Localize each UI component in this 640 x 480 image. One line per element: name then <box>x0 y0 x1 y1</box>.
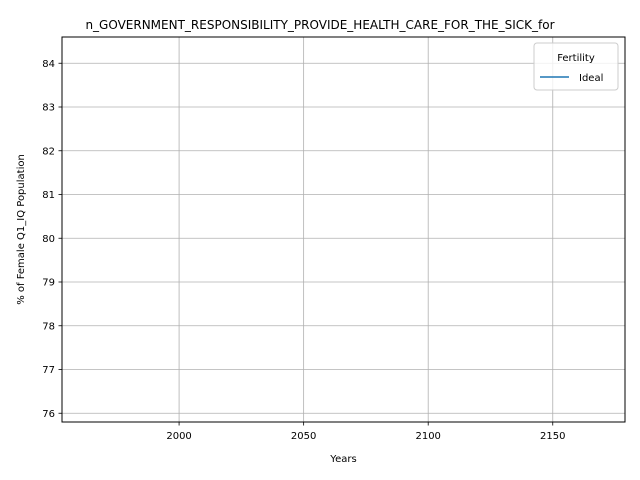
legend-title: Fertility <box>557 53 595 64</box>
x-tick-label: 2100 <box>415 431 440 442</box>
legend: Fertility Ideal <box>533 42 619 91</box>
y-tick-label: 77 <box>42 365 55 376</box>
y-tick-label: 83 <box>42 103 55 114</box>
plot-border <box>61 36 626 423</box>
x-axis-ticks: 2000 2050 2100 2150 <box>166 422 565 442</box>
x-tick-label: 2150 <box>540 431 565 442</box>
legend-label-ideal: Ideal <box>579 73 603 84</box>
y-tick-label: 80 <box>42 234 55 245</box>
x-axis-label: Years <box>329 454 356 465</box>
x-tick-label: 2000 <box>166 431 191 442</box>
y-tick-label: 78 <box>42 321 55 332</box>
y-tick-label: 82 <box>42 146 55 157</box>
plot-area <box>62 37 625 422</box>
legend-box <box>533 42 619 91</box>
chart-title: n_GOVERNMENT_RESPONSIBILITY_PROVIDE_HEAL… <box>85 18 554 32</box>
y-tick-label: 81 <box>42 190 55 201</box>
y-tick-label: 84 <box>42 59 55 70</box>
grid-lines <box>62 37 625 422</box>
x-tick-label: 2050 <box>291 431 316 442</box>
y-axis-ticks: 76 77 78 79 80 81 82 83 84 <box>42 59 62 420</box>
y-tick-label: 76 <box>42 409 55 420</box>
y-tick-label: 79 <box>42 278 55 289</box>
y-axis-label: % of Female Q1_IQ Population <box>16 154 27 305</box>
